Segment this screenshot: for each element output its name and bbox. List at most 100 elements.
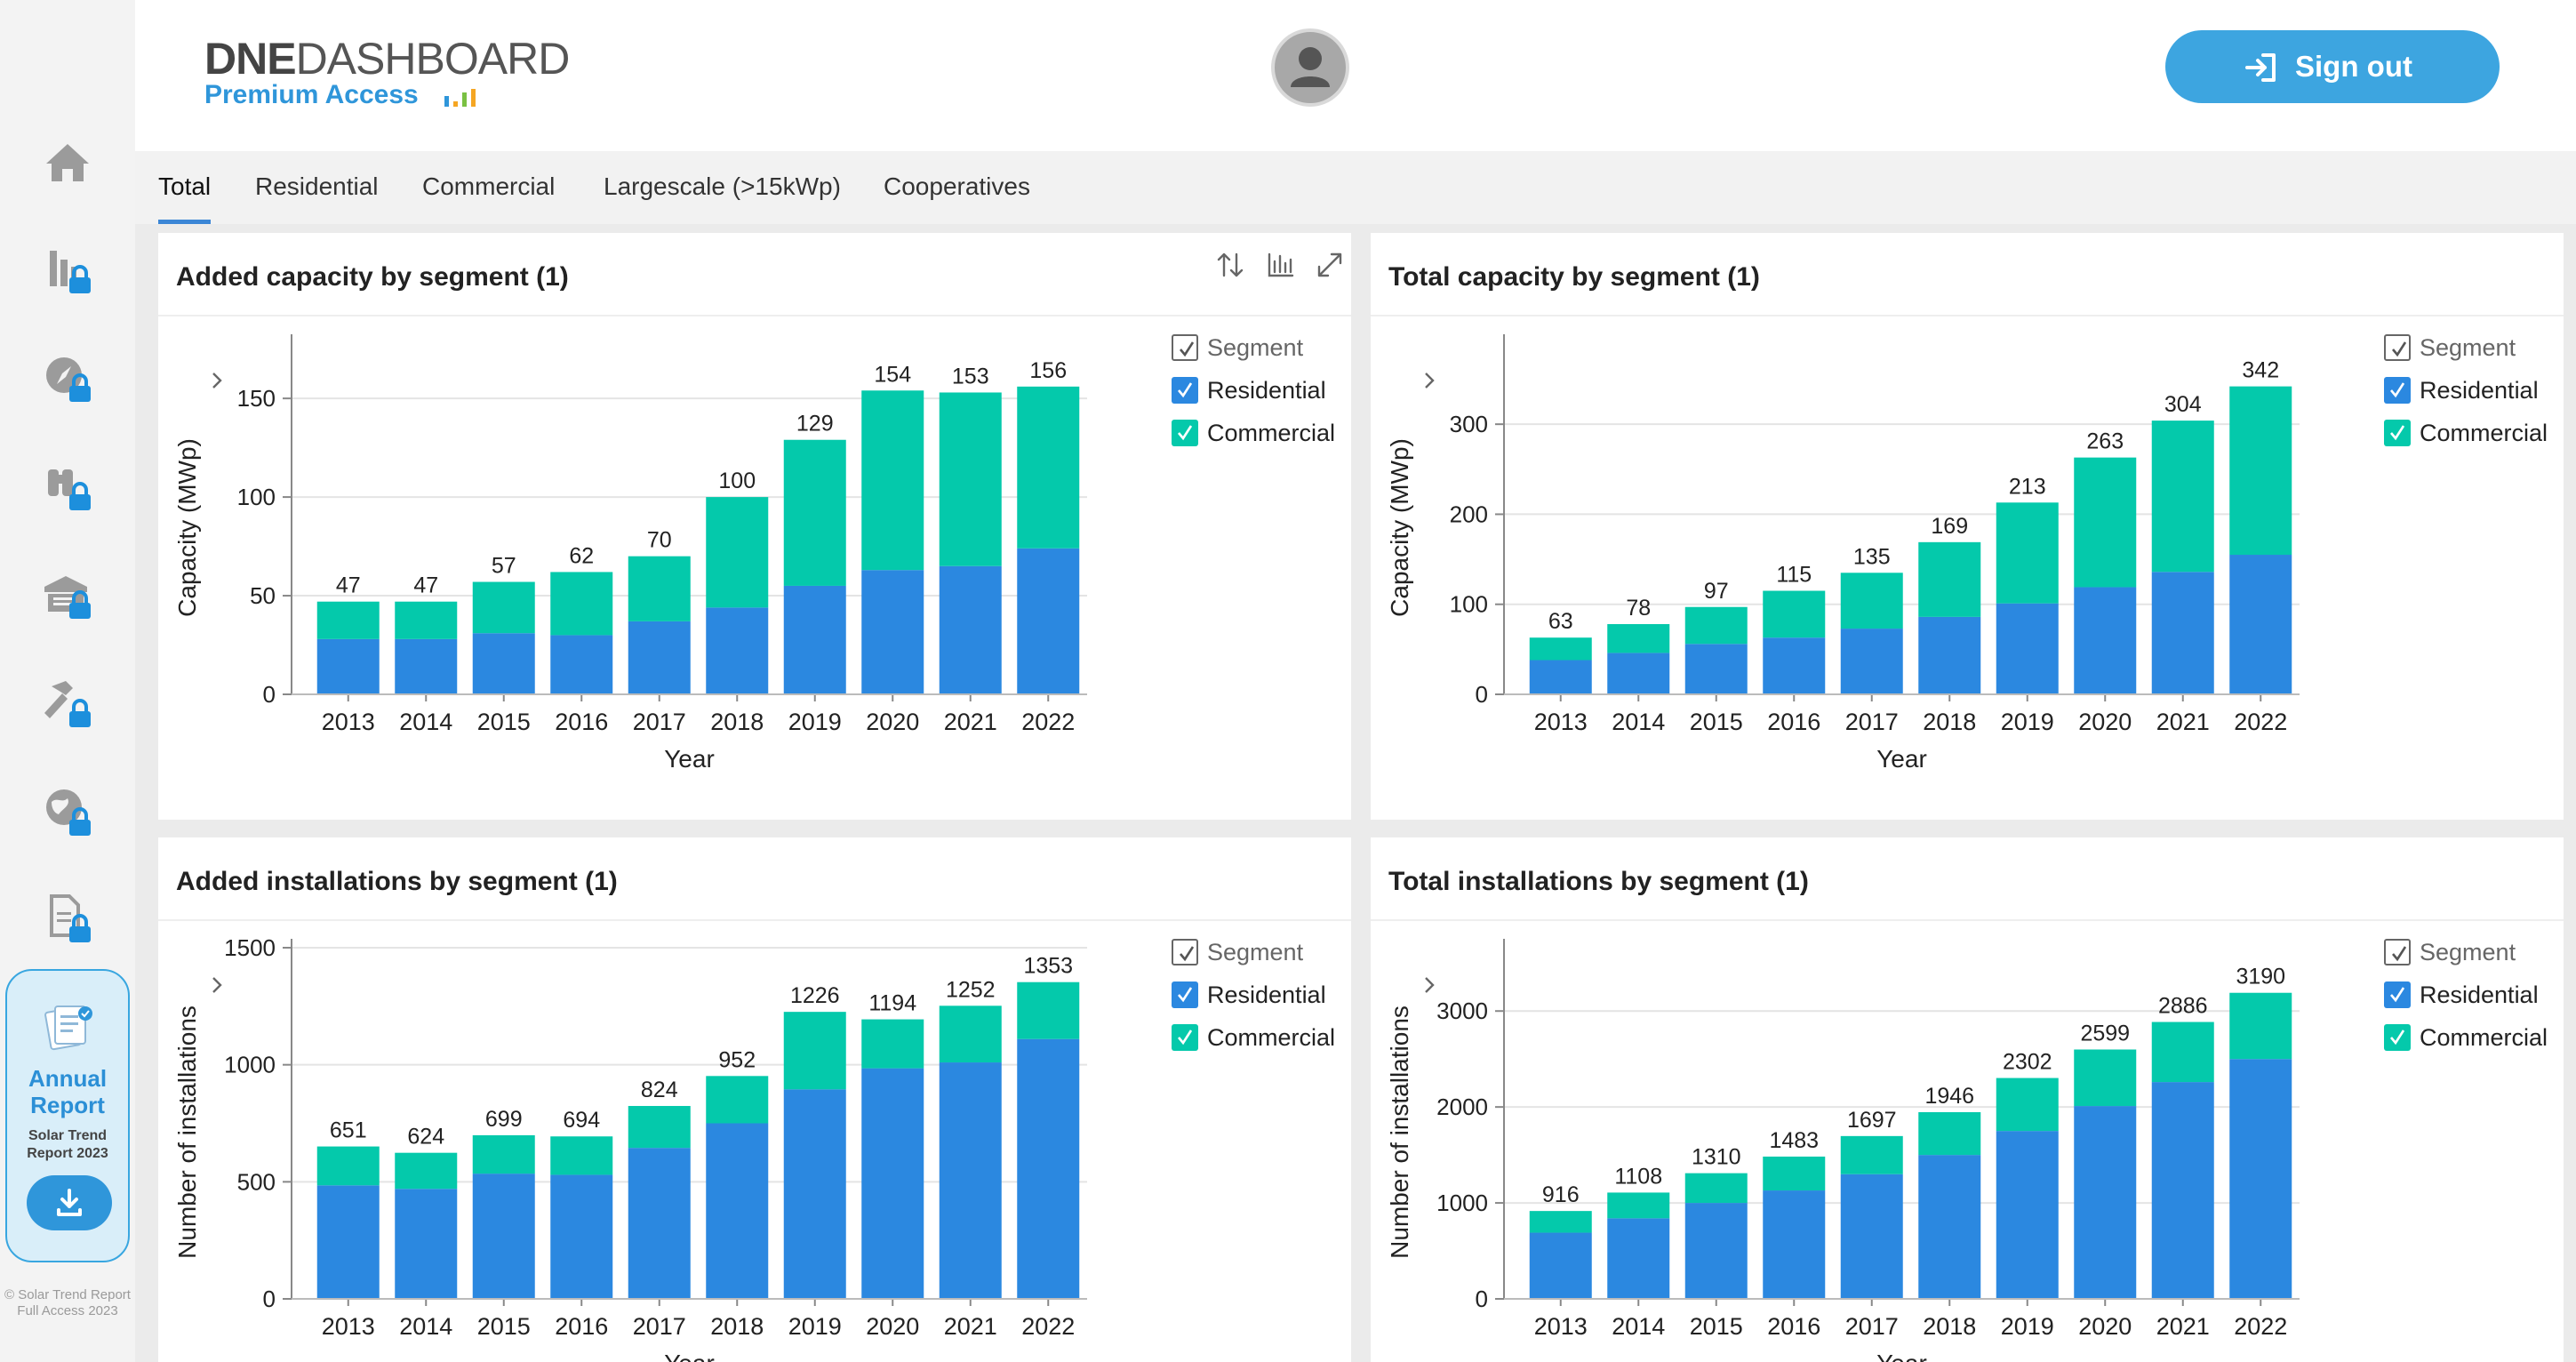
x-tick-label: 2016 <box>555 709 608 735</box>
legend-toggle-segment[interactable]: Segment <box>2380 331 2558 373</box>
report-illustration-icon <box>44 1005 92 1051</box>
chart-type-icon[interactable] <box>1264 249 1296 281</box>
download-report-button[interactable] <box>27 1175 112 1230</box>
sidebar-item-home[interactable] <box>39 133 96 190</box>
legend-toggle-commercial[interactable]: Commercial <box>1168 416 1346 459</box>
bar-total-label: 100 <box>718 469 756 493</box>
tab-residential[interactable]: Residential <box>255 171 379 224</box>
bar-commercial <box>472 1134 535 1174</box>
x-tick-label: 2018 <box>1923 1313 1976 1340</box>
x-tick-label: 2013 <box>1534 1313 1588 1340</box>
bar-residential <box>783 585 846 694</box>
bar-total-label: 1946 <box>1924 1084 1974 1109</box>
panel-divider <box>1371 919 2564 921</box>
bar-total-label: 952 <box>718 1047 756 1072</box>
tab-cooperatives[interactable]: Cooperatives <box>884 171 1030 224</box>
bar-commercial <box>2151 421 2214 573</box>
tab-commercial[interactable]: Commercial <box>422 171 555 224</box>
checkmark-icon <box>1178 1030 1193 1046</box>
axis-chevron-icon <box>1425 977 1435 993</box>
x-tick-label: 2020 <box>866 709 919 735</box>
tab-label: Total <box>158 172 212 200</box>
panel-toolbar <box>1196 242 1342 286</box>
bar-total-label: 2599 <box>2080 1021 2130 1046</box>
chart-added-capacity: 0 50 100 150 47 2013 47 2014 57 2015 62 2016 70 2017 1… <box>173 334 1087 773</box>
x-tick-label: 2014 <box>1612 709 1665 735</box>
logo[interactable]: DNEDASHBOARD <box>204 36 570 82</box>
sign-out-button[interactable]: Sign out <box>2165 30 2500 103</box>
y-axis-title: Capacity (MWp) <box>1386 438 1413 617</box>
bar-total-label: 2302 <box>2003 1050 2052 1075</box>
legend-toggle-commercial[interactable]: Commercial <box>2380 1021 2558 1063</box>
legend-label: Segment <box>2420 334 2516 361</box>
bar-commercial <box>1918 541 1981 617</box>
bar-commercial <box>1529 1211 1592 1233</box>
legend-label: Residential <box>2420 377 2539 404</box>
sidebar-item-reports[interactable] <box>39 889 96 946</box>
sort-icon[interactable] <box>1214 249 1246 281</box>
bar-residential <box>1918 616 1981 694</box>
user-avatar[interactable] <box>1271 28 1349 107</box>
bar-total-label: 263 <box>2086 429 2124 454</box>
legend-toggle-residential[interactable]: Residential <box>1168 373 1346 416</box>
legend-toggle-segment[interactable]: Segment <box>1168 935 1346 978</box>
panel-divider <box>158 919 1351 921</box>
active-tab-indicator <box>158 220 212 224</box>
bar-commercial <box>861 390 924 571</box>
legend-toggle-segment[interactable]: Segment <box>2380 935 2558 978</box>
tab-largescale[interactable]: Largescale (>15kWp) <box>604 171 841 224</box>
y-tick-label: 100 <box>237 484 276 510</box>
x-tick-label: 2018 <box>1923 709 1976 735</box>
sidebar-item-warehouse[interactable] <box>39 565 96 622</box>
x-tick-label: 2016 <box>1767 709 1820 735</box>
bar-total-label: 153 <box>952 364 989 389</box>
checkmark-icon <box>2390 1030 2405 1046</box>
bar-residential <box>861 570 924 694</box>
legend-toggle-residential[interactable]: Residential <box>1168 978 1346 1021</box>
bar-total-label: 47 <box>336 573 361 598</box>
sidebar-item-insights[interactable] <box>39 457 96 514</box>
bar-total-label: 1108 <box>1614 1164 1662 1189</box>
annual-report-card[interactable]: Annual Report Solar Trend Report 2023 <box>5 969 130 1262</box>
bar-residential <box>628 1148 691 1299</box>
chart-total-installations: 0 1000 2000 3000 916 2013 1108 2014 1310 2015 1483… <box>1386 939 2300 1362</box>
bar-commercial <box>706 497 769 608</box>
document-locked-icon <box>50 894 91 942</box>
tab-total[interactable]: Total <box>158 171 212 224</box>
sidebar-item-global[interactable] <box>39 782 96 839</box>
x-tick-label: 2015 <box>1690 1313 1743 1340</box>
y-tick-label: 50 <box>250 582 276 609</box>
x-tick-label: 2021 <box>2156 709 2210 735</box>
promo-title: Annual Report <box>28 1065 108 1118</box>
bar-total-label: 699 <box>485 1107 523 1132</box>
x-tick-label: 2014 <box>399 709 452 735</box>
sidebar-item-tools[interactable] <box>39 674 96 731</box>
bar-commercial <box>2074 457 2137 588</box>
bar-total-label: 916 <box>1542 1182 1580 1207</box>
legend-toggle-segment[interactable]: Segment <box>1168 331 1346 373</box>
legend-toggle-residential[interactable]: Residential <box>2380 373 2558 416</box>
legend-toggle-commercial[interactable]: Commercial <box>2380 416 2558 459</box>
y-tick-label: 0 <box>263 681 276 708</box>
legend-label: Segment <box>1207 939 1304 965</box>
bar-residential <box>1017 1038 1080 1299</box>
sidebar-item-explore[interactable] <box>39 349 96 405</box>
header: DNEDASHBOARD Premium Access Sign out <box>135 0 2576 151</box>
bar-commercial <box>706 1076 769 1124</box>
bar-commercial <box>1996 1078 2059 1132</box>
bar-total-label: 1483 <box>1769 1128 1819 1153</box>
legend-toggle-residential[interactable]: Residential <box>2380 978 2558 1021</box>
x-tick-label: 2013 <box>1534 709 1588 735</box>
legend-toggle-commercial[interactable]: Commercial <box>1168 1021 1346 1063</box>
x-tick-label: 2019 <box>788 709 842 735</box>
sidebar-item-charts[interactable] <box>39 240 96 297</box>
bar-total-label: 342 <box>2242 358 2279 383</box>
expand-icon[interactable] <box>1314 249 1346 281</box>
bar-chart-locked-icon <box>50 251 91 293</box>
bar-residential <box>2151 572 2214 694</box>
x-tick-label: 2018 <box>710 709 764 735</box>
bar-residential <box>472 1174 535 1299</box>
bar-total-label: 3190 <box>2236 965 2285 989</box>
y-tick-label: 500 <box>237 1168 276 1195</box>
bar-residential <box>2074 1106 2137 1299</box>
